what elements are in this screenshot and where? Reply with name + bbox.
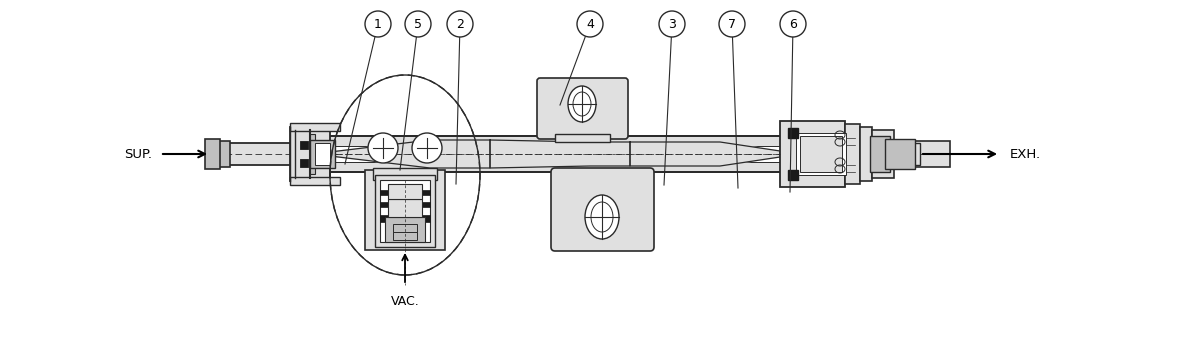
Bar (290, 123, 340, 131)
Text: 3: 3 (668, 18, 676, 30)
Ellipse shape (568, 86, 595, 122)
Bar (845, 124, 860, 184)
Polygon shape (329, 140, 490, 168)
Bar (300, 159, 308, 167)
Text: 7: 7 (728, 18, 736, 30)
Bar (310, 134, 315, 174)
Bar (860, 127, 872, 181)
Circle shape (577, 11, 603, 37)
Bar (870, 136, 890, 172)
Bar (365, 170, 444, 250)
Bar (800, 136, 842, 172)
Bar (380, 215, 430, 222)
Text: 2: 2 (456, 18, 464, 30)
FancyBboxPatch shape (551, 168, 654, 251)
Bar (310, 140, 335, 168)
Bar (543, 128, 622, 136)
Bar (385, 217, 425, 242)
Bar (380, 190, 430, 195)
Bar (310, 136, 855, 172)
Bar (373, 168, 437, 180)
Bar (795, 133, 846, 175)
Bar (788, 128, 798, 138)
Text: 6: 6 (789, 18, 797, 30)
Circle shape (405, 11, 431, 37)
Bar (375, 175, 435, 247)
Bar (205, 139, 220, 169)
Circle shape (659, 11, 685, 37)
Bar (380, 202, 430, 207)
Bar (890, 141, 950, 167)
FancyBboxPatch shape (537, 78, 628, 139)
Bar (300, 141, 308, 149)
Circle shape (412, 133, 442, 163)
Bar (290, 127, 310, 181)
Circle shape (447, 11, 473, 37)
Circle shape (719, 11, 745, 37)
Bar (220, 143, 295, 165)
Bar (885, 139, 915, 169)
Bar (225, 146, 295, 162)
Circle shape (365, 11, 391, 37)
Circle shape (780, 11, 806, 37)
Circle shape (368, 133, 398, 163)
Bar (872, 130, 894, 178)
Text: EXH.: EXH. (1010, 147, 1041, 161)
Bar (290, 177, 340, 185)
Ellipse shape (585, 195, 619, 239)
Bar (295, 130, 329, 178)
Bar (555, 134, 610, 142)
Bar (559, 170, 645, 182)
Bar (380, 180, 430, 242)
Text: SUP.: SUP. (125, 147, 152, 161)
Bar (214, 141, 230, 167)
Polygon shape (490, 140, 630, 168)
Bar (780, 121, 845, 187)
Bar (393, 232, 417, 240)
Polygon shape (630, 142, 780, 166)
Bar (310, 146, 855, 162)
Text: 5: 5 (415, 18, 422, 30)
Text: 4: 4 (586, 18, 594, 30)
Bar (315, 143, 329, 165)
Bar (388, 184, 422, 199)
Bar (388, 199, 422, 217)
Text: 1: 1 (374, 18, 382, 30)
Text: VAC.: VAC. (391, 295, 419, 308)
Bar (788, 170, 798, 180)
Bar (393, 224, 417, 232)
Bar (904, 143, 920, 165)
